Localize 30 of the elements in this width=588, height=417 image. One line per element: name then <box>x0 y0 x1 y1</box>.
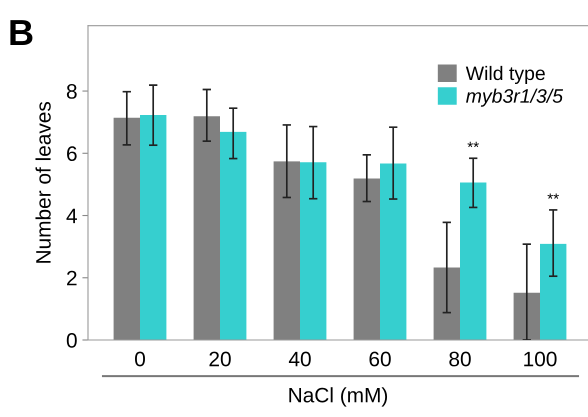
x-tick-label: 20 <box>209 352 231 366</box>
y-tick-label: 8 <box>66 84 77 99</box>
bar <box>300 162 326 340</box>
bar <box>514 292 540 340</box>
x-axis-title: NaCl (mM) <box>289 387 388 407</box>
bar <box>140 115 166 340</box>
bar <box>114 118 140 340</box>
bar <box>274 161 300 340</box>
bar <box>220 132 246 340</box>
x-tick-label: 40 <box>288 352 311 366</box>
bar <box>540 244 566 340</box>
x-tick-label: 80 <box>449 352 471 366</box>
y-tick-label: 4 <box>66 208 77 224</box>
bar <box>354 178 380 340</box>
legend-label: myb3r1/3/5 <box>466 88 564 107</box>
bar <box>380 164 406 340</box>
y-tick-label: 2 <box>67 270 77 286</box>
annotation: ** <box>468 142 479 148</box>
bar <box>434 267 460 340</box>
annotation: ** <box>548 193 559 199</box>
x-tick-label: 60 <box>369 352 391 366</box>
text: B <box>10 20 32 45</box>
bar <box>194 116 220 340</box>
x-tick-label: 0 <box>135 352 145 366</box>
x-tick-label: 100 <box>524 352 557 366</box>
y-axis-title: Number of leaves <box>35 102 51 263</box>
y-tick-label: 6 <box>67 146 77 162</box>
bar <box>460 182 486 340</box>
legend-label: Wild type <box>466 66 545 84</box>
y-tick-label: 0 <box>66 333 77 348</box>
